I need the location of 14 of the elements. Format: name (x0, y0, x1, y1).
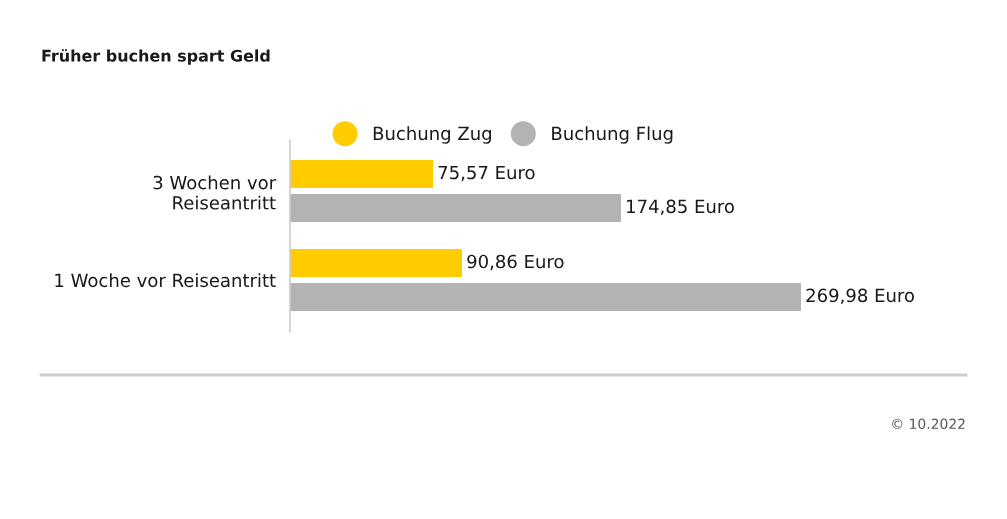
data-label: 75,57 Euro (438, 165, 535, 182)
data-label: 90,86 Euro (467, 254, 564, 271)
y-tick-label: 1 Woche vor Reiseantritt (55, 273, 276, 288)
legend-label: Buchung Zug (373, 126, 491, 144)
bar (290, 193, 621, 222)
bar (290, 282, 801, 311)
data-label: 174,85 Euro (627, 199, 734, 215)
legend-label: Buchung Flug (552, 126, 673, 144)
data-label: 269,98 Euro (806, 288, 915, 305)
text: © 10.2022 (892, 418, 965, 430)
y-tick-label: 3 Wochen vor Reiseantritt (153, 175, 277, 210)
bar (290, 249, 462, 278)
bar (290, 160, 434, 189)
text: Früher buchen spart Geld (42, 49, 270, 65)
